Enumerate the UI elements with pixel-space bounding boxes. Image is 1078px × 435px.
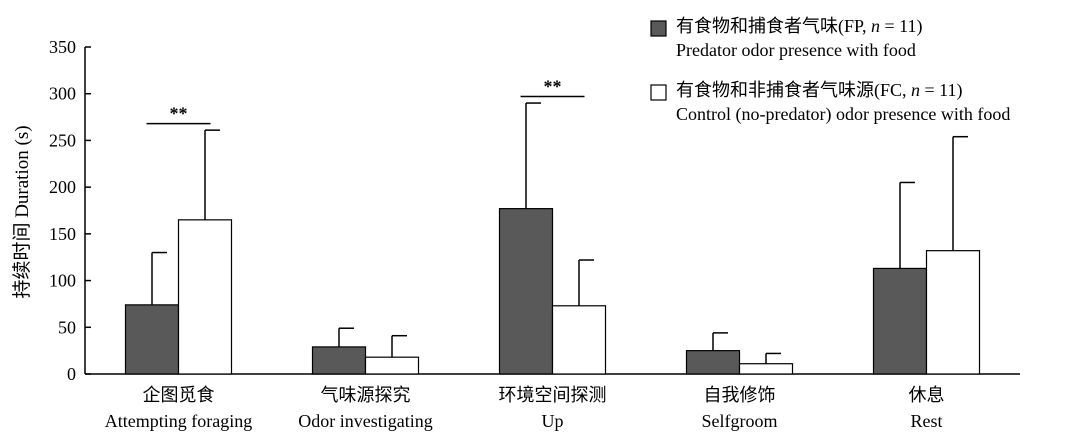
x-tick-label-en: Selfgroom: [702, 411, 778, 431]
legend-swatch: [650, 84, 667, 101]
x-tick-label-cn: 气味源探究: [321, 385, 411, 405]
legend: 有食物和捕食者气味(FP, n = 11) Predator odor prese…: [650, 16, 1010, 125]
legend-label-en: Control (no-predator) odor presence with…: [676, 104, 1010, 125]
x-tick-label-cn: 企图觅食: [143, 385, 215, 405]
legend-swatch: [650, 20, 667, 37]
significance-label: **: [544, 77, 562, 97]
bar: [925, 250, 981, 375]
x-tick-label-en: Up: [542, 411, 564, 431]
x-tick-label-cn: 环境空间探测: [499, 385, 607, 405]
x-axis: 企图觅食 Attempting foraging 气味源探究 Odor investi…: [85, 373, 1020, 431]
bars: [124, 208, 981, 375]
bar: [177, 219, 233, 375]
legend-label-cn: 有食物和非捕食者气味源(FC, n = 11): [676, 80, 963, 101]
bar: [551, 305, 607, 375]
legend-label-en: Predator odor presence with food: [676, 40, 916, 60]
y-axis: 0 50 100 150 200 250 300 350: [49, 37, 91, 384]
y-tick-label: 250: [49, 130, 76, 150]
bar: [498, 208, 554, 375]
x-tick-label-cn: 休息: [909, 385, 945, 405]
bar: [364, 356, 420, 375]
y-tick-label: 100: [49, 271, 76, 291]
x-tick-label-en: Odor investigating: [298, 411, 432, 431]
bar: [124, 304, 180, 375]
y-tick-label: 150: [49, 224, 76, 244]
y-tick-label: 200: [49, 177, 76, 197]
x-tick-label-en: Rest: [910, 411, 942, 431]
bar: [311, 346, 367, 375]
y-tick-label: 350: [49, 37, 76, 57]
bar: [872, 267, 928, 375]
bar: [685, 350, 741, 375]
y-tick-label: 0: [67, 364, 76, 384]
bar: [738, 363, 794, 375]
significance-markers: ** **: [146, 77, 585, 125]
x-tick-label-en: Attempting foraging: [105, 411, 252, 431]
significance-label: **: [170, 104, 188, 124]
y-axis-label: 持续时间 Duration (s): [11, 125, 33, 298]
y-tick-label: 50: [58, 317, 76, 337]
y-tick-label: 300: [49, 84, 76, 104]
error-bars: [151, 102, 968, 364]
legend-label-cn: 有食物和捕食者气味(FP, n = 11): [676, 16, 923, 37]
x-tick-label-cn: 自我修饰: [704, 385, 776, 405]
